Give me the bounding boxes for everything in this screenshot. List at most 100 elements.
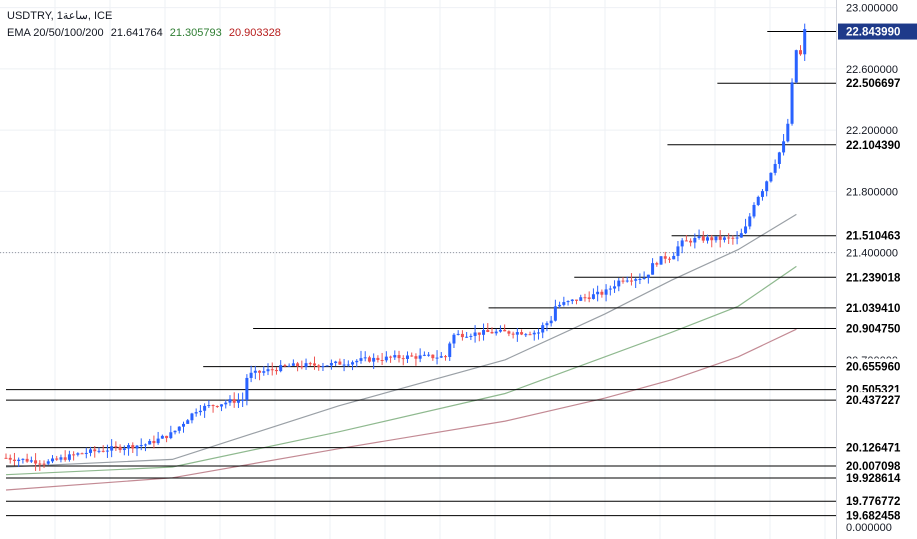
candle-down (4, 457, 8, 459)
candle-up (756, 196, 760, 205)
candle-down (63, 457, 67, 460)
candle-down (93, 449, 97, 452)
candle-up (287, 365, 291, 367)
candle-up (304, 363, 308, 367)
candle-up (355, 360, 359, 363)
candle-up (194, 412, 198, 414)
candle-up (169, 432, 173, 439)
ema-label: EMA 20/50/100/200 (7, 27, 104, 39)
candle-up (680, 240, 684, 247)
candle-down (274, 369, 278, 372)
candle-down (655, 263, 659, 265)
candle-down (308, 363, 312, 365)
candle-up (760, 191, 764, 197)
candle-up (693, 237, 697, 243)
candle-up (177, 426, 181, 431)
axis-bottom-label: 0.000000 (846, 522, 892, 534)
candle-up (498, 329, 502, 332)
candle-down (410, 355, 414, 357)
candle-up (676, 246, 680, 256)
candle-down (727, 237, 731, 239)
ema-20-line (5, 213, 797, 468)
candle-down (131, 445, 135, 449)
level-price-label: 20.904750 (846, 323, 900, 335)
candle-down (258, 370, 262, 373)
candle-up (617, 280, 621, 287)
candle-down (101, 450, 105, 452)
candle-up (135, 445, 139, 449)
candle-up (393, 355, 397, 358)
candle-down (270, 369, 274, 371)
candle-up (706, 237, 710, 241)
price-tick-label: 21.800000 (846, 186, 898, 198)
candle-down (684, 240, 688, 242)
candle-up (566, 301, 570, 303)
candle-up (456, 333, 460, 335)
candle-down (401, 358, 405, 360)
candle-down (629, 280, 633, 282)
candle-down (80, 453, 84, 455)
level-price-tag (838, 299, 917, 316)
candle-up (625, 280, 629, 282)
level-price-tag (838, 457, 917, 474)
candle-up (562, 302, 566, 305)
ema-100-line (5, 328, 797, 491)
candle-up (198, 410, 202, 413)
level-price-label: 22.843990 (846, 27, 900, 39)
candle-down (490, 331, 494, 334)
candle-up (439, 356, 443, 358)
candle-up (752, 204, 756, 217)
candle-up (596, 291, 600, 295)
ema-legend: EMA 20/50/100/200 21.641764 21.305793 20… (7, 27, 285, 39)
candle-up (207, 405, 211, 407)
price-axis[interactable]: 23.000000 22.600000 22.200000 21.800000 21.4… (836, 0, 917, 539)
candle-down (528, 334, 532, 336)
candle-up (17, 459, 21, 462)
candle-up (435, 357, 439, 359)
candle-down (380, 360, 384, 362)
price-tick-label: 23.000000 (846, 3, 898, 15)
candle-down (72, 454, 76, 456)
candle-up (482, 330, 486, 335)
candle-up (21, 458, 25, 460)
candle-down (317, 365, 321, 368)
ema-value-100: 20.903328 (228, 27, 281, 39)
candle-up (748, 216, 752, 227)
candle-up (148, 440, 152, 445)
candle-up (190, 413, 194, 421)
candle-up (651, 263, 655, 275)
ema-50-line (5, 265, 797, 476)
candle-up (262, 371, 266, 373)
candle-down (367, 357, 371, 362)
candle-down (34, 460, 38, 464)
candle-up (139, 445, 143, 447)
level-price-label: 19.776772 (846, 496, 900, 508)
candle-up (329, 363, 333, 366)
candle-down (55, 458, 59, 460)
candle-up (279, 365, 283, 372)
candle-up (604, 289, 608, 295)
candle-up (469, 335, 473, 337)
level-price-label: 20.437227 (846, 395, 900, 407)
candle-up (156, 438, 160, 444)
candle-down (503, 329, 507, 332)
candle-down (152, 440, 156, 444)
candle-up (46, 461, 50, 464)
level-price-tag (838, 392, 917, 409)
candle-up (722, 237, 726, 240)
candle-up (122, 448, 126, 451)
candle-up (236, 400, 240, 403)
candle-up (803, 29, 807, 55)
candle-up (228, 399, 232, 403)
candle-up (97, 450, 101, 452)
candle-down (118, 446, 122, 451)
candle-up (253, 370, 257, 373)
level-price-label: 19.682458 (846, 511, 901, 523)
level-price-label: 19.928614 (846, 473, 901, 485)
candle-down (296, 363, 300, 367)
candle-down (397, 355, 401, 359)
candle-down (511, 333, 515, 335)
candle-up (334, 361, 338, 364)
